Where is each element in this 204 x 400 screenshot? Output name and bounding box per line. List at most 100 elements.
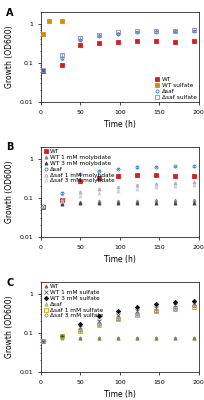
WT 1 mM molybdate — [192, 198, 194, 203]
WT — [79, 335, 81, 340]
Δsaf — [41, 68, 44, 73]
Δsaf 3 mM sulfate — [60, 334, 62, 339]
Δsaf 1 mM molybdate — [79, 190, 81, 194]
WT sulfate — [48, 19, 50, 24]
Δsaf 3 mM molybdate — [98, 191, 100, 196]
Δsaf sulfate — [60, 52, 62, 57]
Δsaf — [79, 336, 81, 340]
Δsaf sulfate — [192, 28, 194, 33]
Line: WT 1 mM sulfate: WT 1 mM sulfate — [41, 302, 195, 342]
Δsaf 3 mM molybdate — [192, 183, 194, 188]
Δsaf — [173, 335, 175, 340]
WT 1 mM molybdate — [116, 198, 119, 203]
Line: WT 3 mM sulfate: WT 3 mM sulfate — [41, 299, 195, 342]
Y-axis label: Growth (OD600): Growth (OD600) — [5, 26, 14, 88]
Δsaf — [154, 164, 157, 169]
WT 1 mM sulfate — [116, 313, 119, 318]
Δsaf — [60, 191, 62, 196]
WT — [98, 175, 100, 180]
Δsaf — [98, 168, 100, 173]
WT — [154, 38, 157, 43]
WT 1 mM sulfate — [79, 325, 81, 330]
Δsaf — [79, 172, 81, 177]
WT 3 mM molybdate — [135, 200, 138, 205]
WT 3 mM molybdate — [79, 201, 81, 206]
WT — [98, 335, 100, 340]
WT 3 mM sulfate — [116, 309, 119, 314]
Δsaf — [98, 34, 100, 39]
WT — [192, 39, 194, 44]
WT 1 mM molybdate — [135, 198, 138, 203]
Line: WT: WT — [41, 39, 195, 72]
WT — [60, 197, 62, 202]
WT 1 mM molybdate — [79, 199, 81, 204]
Δsaf 3 mM molybdate — [41, 204, 44, 208]
Δsaf 1 mM molybdate — [41, 204, 44, 208]
X-axis label: Time (h): Time (h) — [103, 255, 135, 264]
WT — [154, 173, 157, 178]
Δsaf — [135, 165, 138, 170]
Δsaf 1 mM sulfate — [116, 317, 119, 322]
Δsaf 1 mM molybdate — [98, 186, 100, 191]
WT — [116, 174, 119, 178]
WT 3 mM molybdate — [116, 200, 119, 205]
Δsaf 1 mM molybdate — [192, 180, 194, 185]
Δsaf sulfate — [98, 32, 100, 37]
WT — [41, 68, 44, 73]
Δsaf — [173, 29, 175, 34]
Y-axis label: Growth (OD600): Growth (OD600) — [5, 161, 14, 223]
Δsaf — [154, 336, 157, 340]
Line: Δsaf: Δsaf — [41, 164, 195, 208]
Δsaf — [60, 56, 62, 61]
Δsaf 3 mM molybdate — [116, 188, 119, 193]
WT — [116, 40, 119, 44]
Δsaf — [116, 336, 119, 340]
WT 1 mM molybdate — [41, 204, 44, 209]
Text: C: C — [6, 278, 13, 288]
Line: Δsaf 3 mM sulfate: Δsaf 3 mM sulfate — [41, 305, 195, 342]
WT 1 mM molybdate — [60, 200, 62, 205]
Line: WT sulfate: WT sulfate — [41, 20, 63, 36]
WT 3 mM molybdate — [192, 200, 194, 205]
Line: WT: WT — [41, 336, 195, 342]
WT sulfate — [60, 18, 62, 23]
WT — [173, 39, 175, 44]
WT 1 mM sulfate — [173, 302, 175, 307]
Δsaf 3 mM sulfate — [41, 339, 44, 344]
Δsaf 1 mM molybdate — [135, 183, 138, 188]
WT 3 mM molybdate — [41, 204, 44, 209]
X-axis label: Time (h): Time (h) — [103, 120, 135, 129]
WT — [135, 173, 138, 178]
Δsaf 3 mM sulfate — [135, 312, 138, 317]
Δsaf — [116, 32, 119, 36]
WT 3 mM molybdate — [98, 201, 100, 206]
Δsaf — [41, 204, 44, 208]
WT 1 mM sulfate — [60, 334, 62, 339]
Line: Δsaf 3 mM molybdate: Δsaf 3 mM molybdate — [41, 184, 195, 208]
Δsaf 3 mM sulfate — [173, 306, 175, 311]
WT — [79, 43, 81, 48]
Δsaf — [41, 339, 44, 344]
Δsaf 1 mM sulfate — [41, 339, 44, 344]
WT — [41, 204, 44, 209]
Text: A: A — [6, 8, 14, 18]
WT 1 mM sulfate — [192, 301, 194, 306]
WT 3 mM sulfate — [60, 333, 62, 338]
Δsaf — [192, 335, 194, 340]
Δsaf 1 mM molybdate — [154, 181, 157, 186]
WT 3 mM sulfate — [135, 304, 138, 309]
Δsaf 1 mM sulfate — [79, 329, 81, 334]
Δsaf 3 mM molybdate — [173, 184, 175, 188]
WT — [154, 335, 157, 340]
Legend: WT, WT 1 mM molybdate, WT 3 mM molybdate, Δsaf, Δsaf 1 mM molybdate, Δsaf 3 mM m: WT, WT 1 mM molybdate, WT 3 mM molybdate… — [43, 149, 114, 184]
Δsaf sulfate — [79, 35, 81, 40]
Line: WT 1 mM molybdate: WT 1 mM molybdate — [41, 199, 195, 208]
Δsaf 3 mM sulfate — [192, 304, 194, 309]
Δsaf 3 mM molybdate — [154, 184, 157, 189]
WT 3 mM sulfate — [154, 302, 157, 307]
Δsaf 1 mM molybdate — [116, 184, 119, 189]
Δsaf 3 mM molybdate — [60, 198, 62, 203]
WT 3 mM sulfate — [173, 300, 175, 304]
Δsaf 1 mM sulfate — [173, 306, 175, 311]
WT — [192, 173, 194, 178]
